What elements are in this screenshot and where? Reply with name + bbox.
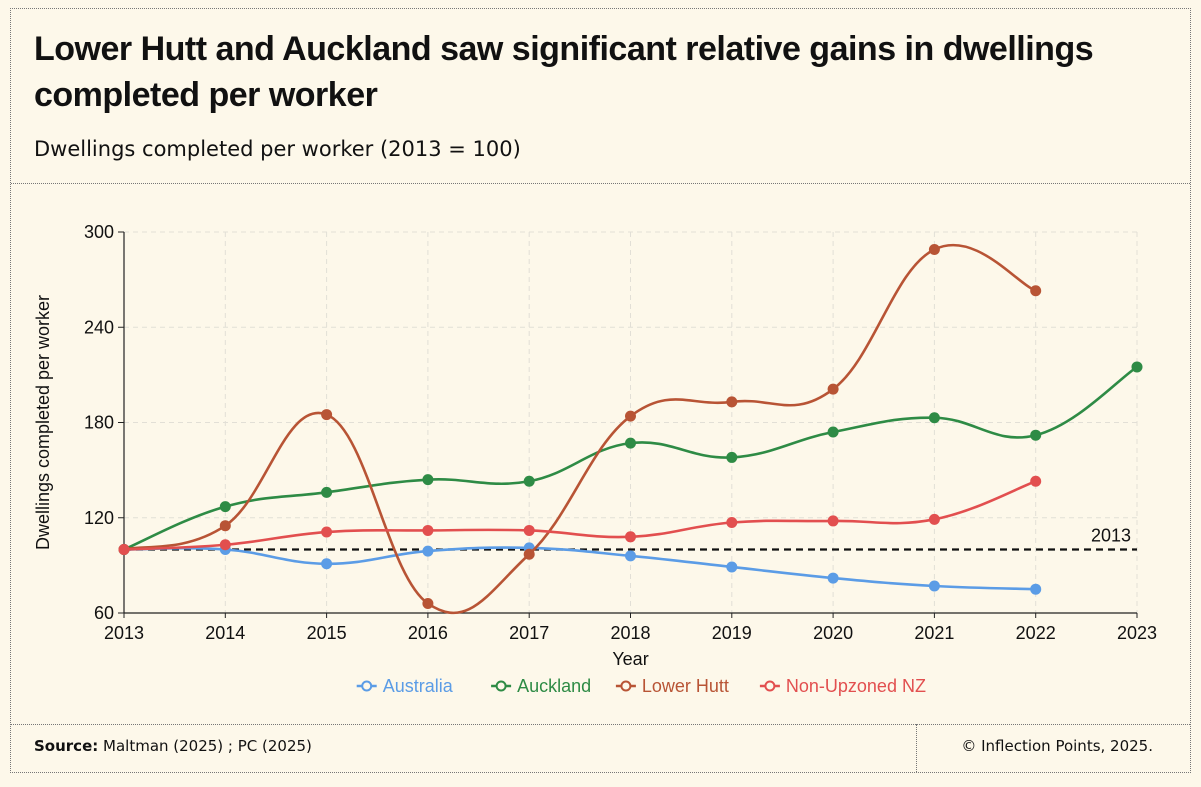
source-note: Source: Maltman (2025) ; PC (2025) xyxy=(34,737,312,755)
data-point-auckland xyxy=(523,475,535,487)
y-axis-title: Dwellings completed per worker xyxy=(33,295,53,550)
data-point-lower-hutt xyxy=(422,597,434,609)
data-point-australia xyxy=(928,580,940,592)
data-point-auckland xyxy=(928,412,940,424)
legend-label-australia: Australia xyxy=(383,676,454,696)
data-point-auckland xyxy=(625,437,636,449)
y-tick-label: 60 xyxy=(94,603,114,623)
x-tick-label: 2016 xyxy=(408,623,448,643)
data-point-auckland xyxy=(321,486,333,498)
divider xyxy=(11,183,1190,184)
legend-label-lower-hutt: Lower Hutt xyxy=(642,676,729,696)
legend-label-auckland: Auckland xyxy=(517,676,591,696)
data-point-australia xyxy=(726,561,738,573)
data-point-lower-hutt xyxy=(321,409,333,421)
data-point-lower-hutt xyxy=(827,383,839,395)
data-point-auckland xyxy=(219,501,231,513)
data-point-australia xyxy=(1030,583,1042,595)
data-point-lower-hutt xyxy=(726,396,738,408)
x-tick-label: 2020 xyxy=(813,623,853,643)
data-point-auckland xyxy=(422,474,434,486)
x-axis-title: Year xyxy=(612,649,648,669)
legend-marker-lower-hutt xyxy=(620,680,632,692)
data-point-non-upzoned-nz xyxy=(118,544,130,555)
divider xyxy=(11,724,1190,725)
data-point-non-upzoned-nz xyxy=(523,524,535,536)
x-tick-label: 2014 xyxy=(205,623,245,643)
x-tick-label: 2017 xyxy=(509,623,549,643)
y-tick-label: 300 xyxy=(84,222,114,242)
data-point-australia xyxy=(321,558,333,570)
y-tick-label: 240 xyxy=(84,317,114,337)
data-point-auckland xyxy=(1030,429,1042,441)
data-point-auckland xyxy=(726,451,738,463)
x-tick-label: 2018 xyxy=(610,623,650,643)
data-point-non-upzoned-nz xyxy=(625,531,636,543)
series-line-non-upzoned-nz xyxy=(123,480,1037,551)
data-point-non-upzoned-nz xyxy=(1030,475,1042,487)
data-point-non-upzoned-nz xyxy=(321,526,333,538)
copyright-note: © Inflection Points, 2025. xyxy=(961,737,1153,755)
data-point-auckland xyxy=(827,426,839,438)
source-label: Source: xyxy=(34,737,99,755)
x-tick-label: 2015 xyxy=(307,623,347,643)
legend-marker-auckland xyxy=(495,680,507,692)
y-tick-label: 180 xyxy=(84,413,114,433)
data-point-non-upzoned-nz xyxy=(219,539,231,551)
legend-marker-non-upzoned-nz xyxy=(764,680,776,692)
data-point-lower-hutt xyxy=(1030,285,1042,297)
data-point-australia xyxy=(625,550,636,562)
y-tick-label: 120 xyxy=(84,508,114,528)
divider xyxy=(916,724,917,772)
data-point-non-upzoned-nz xyxy=(726,517,738,529)
figure-frame xyxy=(10,8,1191,773)
reference-line-label: 2013 xyxy=(1091,526,1131,546)
series-line-lower-hutt xyxy=(123,243,1037,615)
x-tick-label: 2019 xyxy=(712,623,752,643)
data-point-lower-hutt xyxy=(523,548,535,560)
data-point-non-upzoned-nz xyxy=(827,515,839,527)
data-point-lower-hutt xyxy=(625,410,636,422)
legend-marker-australia xyxy=(361,680,373,692)
x-tick-label: 2023 xyxy=(1117,623,1157,643)
data-point-lower-hutt xyxy=(928,243,940,255)
data-point-non-upzoned-nz xyxy=(422,524,434,536)
x-tick-label: 2022 xyxy=(1016,623,1056,643)
data-point-australia xyxy=(422,545,434,557)
x-tick-label: 2021 xyxy=(914,623,954,643)
data-point-australia xyxy=(827,572,839,584)
series-line-australia xyxy=(123,546,1036,591)
legend-label-non-upzoned-nz: Non-Upzoned NZ xyxy=(786,676,926,696)
data-point-lower-hutt xyxy=(219,520,231,532)
data-point-auckland xyxy=(1131,361,1143,373)
data-point-non-upzoned-nz xyxy=(928,513,940,525)
source-text: Maltman (2025) ; PC (2025) xyxy=(98,737,312,755)
x-tick-label: 2013 xyxy=(104,623,144,643)
chart-title: Lower Hutt and Auckland saw significant … xyxy=(34,30,1094,114)
chart-subtitle: Dwellings completed per worker (2013 = 1… xyxy=(34,137,521,161)
